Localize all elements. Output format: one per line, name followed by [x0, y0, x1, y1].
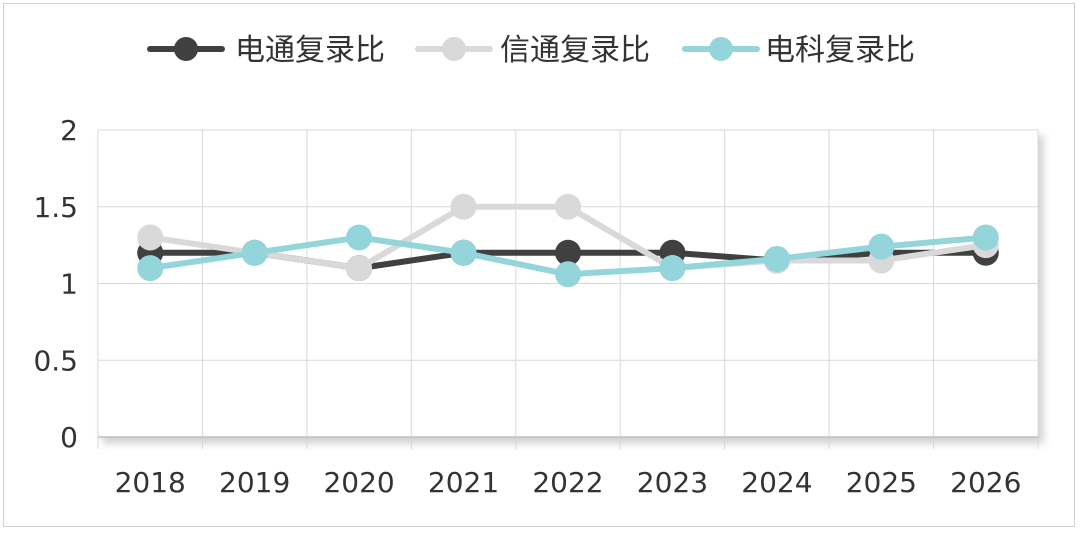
legend-label: 电通复录比	[235, 33, 385, 68]
legend-item: 电通复录比	[147, 33, 385, 68]
x-tick-label: 2020	[323, 466, 394, 499]
legend-item: 信通复录比	[415, 33, 650, 68]
data-point	[450, 193, 477, 220]
data-point	[346, 224, 373, 251]
series-group	[137, 193, 999, 288]
data-point	[555, 193, 581, 220]
data-point	[137, 224, 164, 251]
legend: 电通复录比 信通复录比 电科复录比	[147, 33, 915, 68]
data-point	[659, 255, 686, 282]
x-tick-label: 2021	[428, 466, 499, 499]
y-tick-label: 2	[60, 114, 78, 147]
data-point	[763, 245, 790, 272]
data-point	[241, 239, 268, 266]
x-axis: 2018 2019 2020 2021 2022 2023 2024 2025 2026	[97, 436, 1039, 499]
y-axis: 0 0.5 1 1.5 2	[33, 114, 78, 454]
y-tick-label: 1.5	[33, 191, 78, 224]
data-point	[972, 224, 999, 251]
data-point	[555, 261, 581, 288]
y-tick-label: 0.5	[33, 344, 78, 377]
x-tick-label: 2019	[219, 466, 290, 499]
data-point	[868, 233, 895, 260]
series-3	[137, 224, 999, 288]
x-tick-label: 2018	[115, 466, 186, 499]
x-tick-label: 2022	[532, 466, 603, 499]
y-tick-label: 1	[60, 268, 78, 301]
y-tick-label: 0	[60, 421, 78, 454]
x-tick-label: 2025	[846, 466, 917, 499]
legend-item: 电科复录比	[682, 33, 915, 68]
data-point	[137, 255, 164, 282]
data-point	[346, 255, 373, 282]
data-point	[450, 239, 477, 266]
x-tick-label: 2024	[741, 466, 812, 499]
data-point	[555, 239, 581, 266]
x-tick-label: 2026	[950, 466, 1021, 499]
legend-swatch-marker	[174, 37, 198, 61]
legend-label: 电科复录比	[765, 33, 915, 68]
x-tick-label: 2023	[637, 466, 708, 499]
legend-swatch-marker	[709, 37, 733, 61]
legend-swatch-marker	[442, 37, 466, 61]
legend-label: 信通复录比	[500, 33, 650, 68]
